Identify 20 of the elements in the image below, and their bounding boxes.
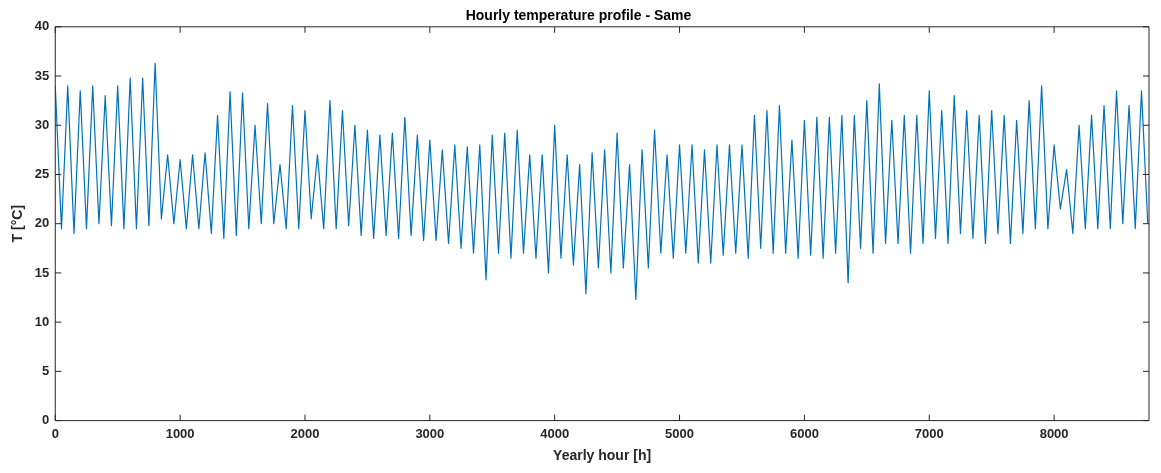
y-tick-label: 0 (42, 412, 50, 428)
y-tick-label: 30 (34, 116, 50, 132)
x-tick-label: 6000 (789, 425, 819, 441)
y-tick-label: 5 (42, 362, 50, 378)
y-tick-label: 20 (34, 215, 50, 231)
x-tick-label: 8000 (1039, 425, 1069, 441)
x-tick-label: 4000 (540, 425, 570, 441)
x-tick-label: 2000 (290, 425, 320, 441)
y-tick-label: 25 (34, 166, 50, 182)
y-tick-label: 35 (34, 67, 50, 83)
x-tick-label: 5000 (665, 425, 694, 441)
x-axis-title: Yearly hour [h] (553, 447, 652, 464)
y-tick-label: 40 (34, 18, 50, 34)
y-tick-label: 10 (34, 313, 50, 329)
x-tick-label: 1000 (165, 425, 195, 441)
y-axis-title: T [°C] (9, 204, 26, 243)
y-tick-label: 15 (34, 264, 50, 280)
x-tick-label: 3000 (415, 425, 445, 441)
chart-title: Hourly temperature profile - Same (465, 7, 692, 24)
x-tick-label: 7000 (914, 425, 944, 441)
